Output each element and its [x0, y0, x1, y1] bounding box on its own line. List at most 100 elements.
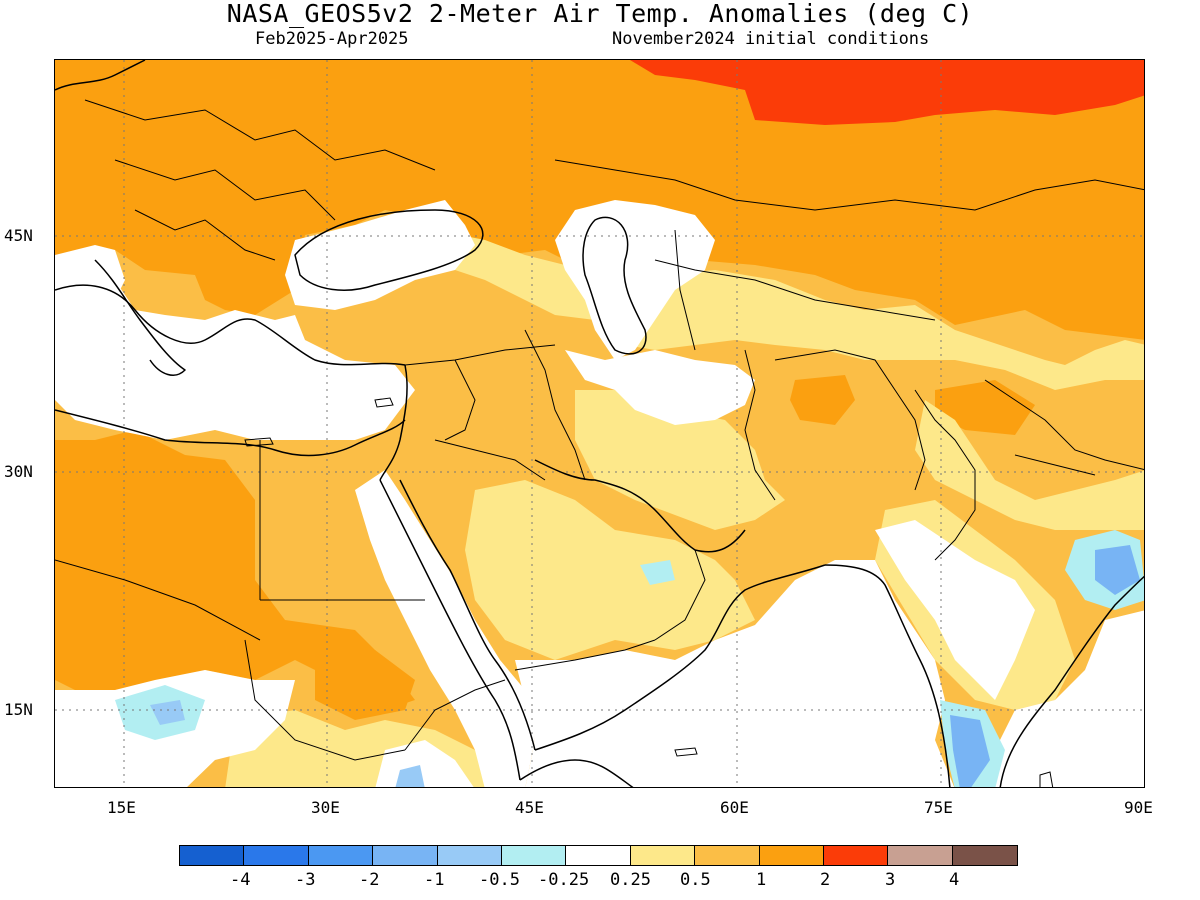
- lon-label-30e: 30E: [311, 798, 340, 817]
- legend-label: 0.25: [610, 870, 651, 890]
- coastline-red-sea-west: [379, 479, 521, 781]
- lon-label-75e: 75E: [924, 798, 953, 817]
- anomaly-region-2-3-tibet: [935, 380, 1035, 435]
- lat-label-45n: 45N: [4, 226, 33, 245]
- coastline-arabia-south: [534, 564, 826, 751]
- legend-swatch-1-2: [759, 846, 824, 865]
- anomaly-map: [54, 59, 1145, 788]
- map-title: NASA_GEOS5v2 2-Meter Air Temp. Anomalies…: [226, 0, 974, 28]
- neutral-region-bay-of-bengal: [985, 610, 1144, 787]
- coastline-black-sea: [294, 209, 484, 291]
- lon-label-15e: 15E: [107, 798, 136, 817]
- neutral-region-red-sea: [355, 470, 535, 787]
- neutral-region-black-sea-turkey: [285, 200, 475, 310]
- cool-region-arabian-coast: [640, 560, 675, 585]
- border-china-india: [984, 379, 1144, 471]
- border-afghan-pak: [774, 349, 926, 491]
- border-russia-kazakh: [554, 159, 1144, 211]
- neutral-region-mediterranean: [55, 275, 415, 440]
- legend-swatch-3-4: [888, 846, 953, 865]
- island-cyprus: [374, 397, 394, 408]
- cool-region-somalia: [395, 765, 425, 787]
- legend-swatch-025-05: [630, 846, 696, 865]
- legend-swatch-2-3: [823, 846, 889, 865]
- lon-label-45e: 45E: [515, 798, 544, 817]
- coastline-persian-gulf: [534, 459, 746, 553]
- coastline-caspian: [582, 216, 647, 355]
- colorbar-legend: [179, 845, 1019, 866]
- border-pak-india: [914, 389, 976, 561]
- lat-label-30n: 30N: [4, 462, 33, 481]
- island-crete: [244, 437, 274, 447]
- legend-label: -0.25: [538, 870, 590, 890]
- neutral-region-arabian-sea: [515, 560, 955, 787]
- anomaly-region-0-5-1-arabia: [465, 480, 755, 660]
- lon-label-60e: 60E: [720, 798, 749, 817]
- border-europe-2: [114, 159, 336, 221]
- lat-label-15n: 15N: [4, 700, 33, 719]
- anomaly-region-2-3-sahel: [315, 650, 415, 720]
- cool-region-south-india-core: [950, 715, 990, 787]
- border-europe-3: [134, 209, 276, 261]
- coastlines: [55, 60, 1144, 787]
- legend-swatch-minus1-minus05: [437, 846, 502, 865]
- borders: [55, 99, 1144, 761]
- legend-label: 3: [885, 870, 896, 890]
- legend-label: -2: [359, 870, 380, 890]
- legend-swatch-neutral: [566, 846, 631, 865]
- neutral-region-indian-interior: [875, 520, 1035, 700]
- border-central-asia-1: [654, 259, 936, 321]
- border-saudi-yemen: [514, 639, 656, 671]
- lat-lon-grid: [55, 60, 1144, 787]
- lon-label-90e: 90E: [1124, 798, 1153, 817]
- legend-label: -3: [295, 870, 316, 890]
- anomaly-region-0-5-1-iran: [575, 390, 785, 530]
- coastline-baltic: [55, 60, 146, 91]
- coastline-italy: [94, 259, 186, 376]
- island-socotra: [674, 747, 698, 757]
- coastline-india-east: [999, 575, 1144, 787]
- legend-label: -0.5: [479, 870, 520, 890]
- cool-region-bangladesh-core: [1095, 545, 1140, 595]
- legend-swatch-gt-4: [952, 846, 1018, 865]
- legend-label: 2: [820, 870, 831, 890]
- border-central-asia-2: [674, 229, 696, 351]
- initial-conditions: November2024 initial conditions: [612, 29, 930, 49]
- coastline-red-sea-east: [399, 479, 536, 751]
- coastline-mediterranean-south: [55, 409, 406, 457]
- cool-region-west-africa-core: [150, 700, 185, 725]
- legend-label: -4: [230, 870, 251, 890]
- coastline-pakistan-india-west: [824, 564, 951, 787]
- anomaly-region-0-5-1-central-asia: [595, 270, 1144, 390]
- coastline-horn-of-africa: [519, 759, 634, 787]
- neutral-region-caspian: [555, 200, 715, 360]
- legend-swatch-minus2-minus1: [373, 846, 438, 865]
- border-syria-iraq: [444, 359, 476, 441]
- anomaly-region-3-4: [630, 60, 1144, 125]
- border-oman: [654, 549, 706, 641]
- legend-swatch-minus4-minus3: [244, 846, 309, 865]
- island-sri-lanka: [1039, 771, 1054, 787]
- map-canvas: [55, 60, 1144, 787]
- border-ethiopia: [404, 679, 506, 751]
- anomaly-region-2-3-north: [55, 60, 1144, 340]
- coastline-mediterranean-north: [55, 284, 406, 366]
- anomaly-region-0-5-1-himalaya: [915, 400, 1144, 530]
- coastline-levant: [379, 364, 408, 481]
- border-europe-1: [84, 99, 436, 171]
- border-nepal: [1014, 454, 1096, 476]
- islands: [244, 397, 1054, 787]
- legend-swatch-minus05-minus025: [501, 846, 567, 865]
- border-algeria-libya: [55, 559, 126, 581]
- anomaly-region-2-3-afghanistan: [790, 375, 855, 425]
- border-iraq-iran: [524, 329, 586, 481]
- forecast-period: Feb2025-Apr2025: [255, 29, 409, 49]
- legend-swatch-lt-minus4: [180, 846, 245, 865]
- legend-swatch-05-1: [695, 846, 760, 865]
- neutral-region-persian-gulf: [565, 350, 755, 425]
- neutral-region-italy-north: [55, 245, 125, 310]
- legend-label: 4: [949, 870, 960, 890]
- legend-label: -1: [424, 870, 445, 890]
- border-saudi-north: [434, 439, 546, 481]
- border-turkey-syria: [404, 344, 556, 366]
